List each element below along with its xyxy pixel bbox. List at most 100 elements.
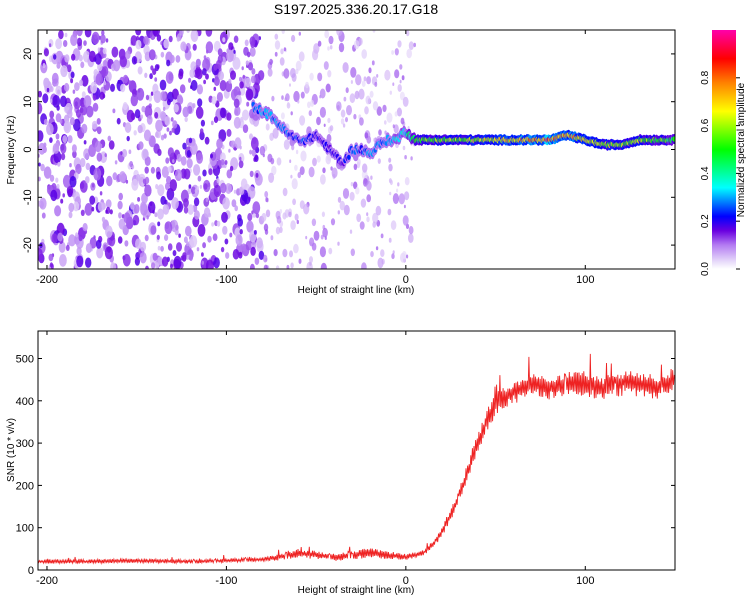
snr-marks [38, 353, 675, 565]
noise-blob [228, 148, 231, 153]
scatter-blob [336, 30, 343, 37]
scatter-blob [300, 91, 305, 99]
noise-blob [53, 54, 57, 60]
noise-blob [213, 257, 220, 269]
scatter-blob [364, 106, 369, 115]
y-tick-label: 0 [22, 146, 34, 152]
scatter-blob [364, 132, 369, 139]
noise-blob [176, 153, 182, 162]
noise-blob [196, 84, 203, 95]
noise-blob [129, 161, 134, 168]
noise-blob [105, 199, 112, 209]
noise-blob [188, 137, 193, 144]
noise-blob [62, 193, 65, 198]
noise-blob [180, 255, 184, 261]
noise-blob [153, 90, 162, 103]
noise-blob [62, 135, 68, 144]
scatter-blob [361, 262, 367, 269]
scatter-blob [355, 74, 362, 86]
noise-blob [152, 30, 160, 37]
noise-blob [97, 62, 103, 72]
noise-blob [179, 84, 186, 94]
noise-blob [244, 39, 249, 47]
scatter-blob [330, 166, 333, 171]
noise-blob [205, 259, 214, 269]
scatter-blob [389, 191, 392, 196]
colorbar: 0.0 0.2 0.4 0.6 0.8 Normalized spectral ampl… [700, 30, 747, 276]
noise-blob [134, 257, 140, 266]
noise-blob [183, 198, 189, 208]
scatter-blob [350, 80, 353, 84]
noise-blob [49, 137, 53, 144]
noise-blob [225, 80, 233, 93]
noise-blob [157, 221, 161, 227]
scatter-blob [268, 172, 275, 183]
scatter-blob [397, 40, 402, 48]
noise-blob [38, 130, 44, 142]
noise-blob [55, 85, 62, 97]
scatter-blob [404, 191, 410, 201]
noise-blob [205, 30, 213, 37]
noise-blob [51, 72, 59, 84]
noise-blob [174, 228, 179, 236]
noise-blob [133, 130, 137, 136]
scatter-blob [267, 68, 273, 77]
noise-blob [208, 168, 213, 176]
noise-blob [186, 30, 190, 33]
noise-blob [52, 143, 60, 154]
scatter-blob [309, 237, 315, 247]
scatter-blob [382, 104, 387, 113]
scatter-blob [295, 149, 299, 155]
spectrogram-y-label: Frequency (Hz) [6, 116, 17, 185]
noise-blob [85, 257, 92, 268]
noise-blob [167, 166, 172, 173]
noise-blob [241, 66, 244, 71]
noise-blob [220, 246, 225, 253]
x-tick-label: -200 [36, 274, 58, 286]
noise-blob [110, 262, 116, 269]
y-tick-label: 200 [16, 480, 34, 492]
scatter-blob [280, 112, 285, 120]
noise-blob [150, 91, 154, 96]
scatter-blob [294, 213, 299, 221]
noise-blob [42, 93, 49, 104]
noise-blob [118, 212, 122, 219]
snr-x-ticks: -200 -100 0 100 [36, 331, 594, 587]
noise-blob [139, 252, 147, 264]
scatter-blob [313, 230, 320, 241]
noise-blob [250, 246, 256, 256]
noise-blob [51, 233, 58, 244]
noise-blob [102, 47, 107, 55]
scatter-blob [406, 30, 410, 37]
noise-blob [67, 135, 73, 144]
noise-blob [167, 147, 174, 158]
noise-blob [123, 212, 131, 224]
scatter-blob [290, 111, 293, 116]
noise-blob [213, 86, 217, 91]
noise-blob [135, 238, 142, 249]
noise-blob [105, 225, 113, 238]
x-tick-label: 100 [576, 575, 594, 587]
chart-title: S197.2025.336.20.17.G18 [274, 1, 438, 17]
noise-blob [196, 152, 204, 164]
y-tick-label: 400 [16, 396, 34, 408]
noise-blob [118, 218, 126, 230]
scatter-blob [280, 48, 284, 55]
scatter-blob [406, 48, 413, 59]
noise-blob [220, 159, 225, 166]
noise-blob [253, 230, 257, 235]
noise-blob [46, 78, 49, 83]
scatter-blob [359, 221, 365, 230]
noise-blob [242, 74, 245, 79]
noise-blob [226, 112, 232, 121]
spectrogram-marks [38, 30, 675, 269]
scatter-blob [290, 220, 296, 231]
scatter-blob [297, 172, 302, 179]
noise-blob [182, 43, 187, 50]
noise-blob [192, 43, 197, 51]
scatter-blob [401, 251, 407, 260]
scatter-blob [345, 117, 348, 123]
noise-blob [76, 30, 83, 37]
noise-blob [96, 152, 103, 162]
scatter-blob [274, 33, 279, 40]
